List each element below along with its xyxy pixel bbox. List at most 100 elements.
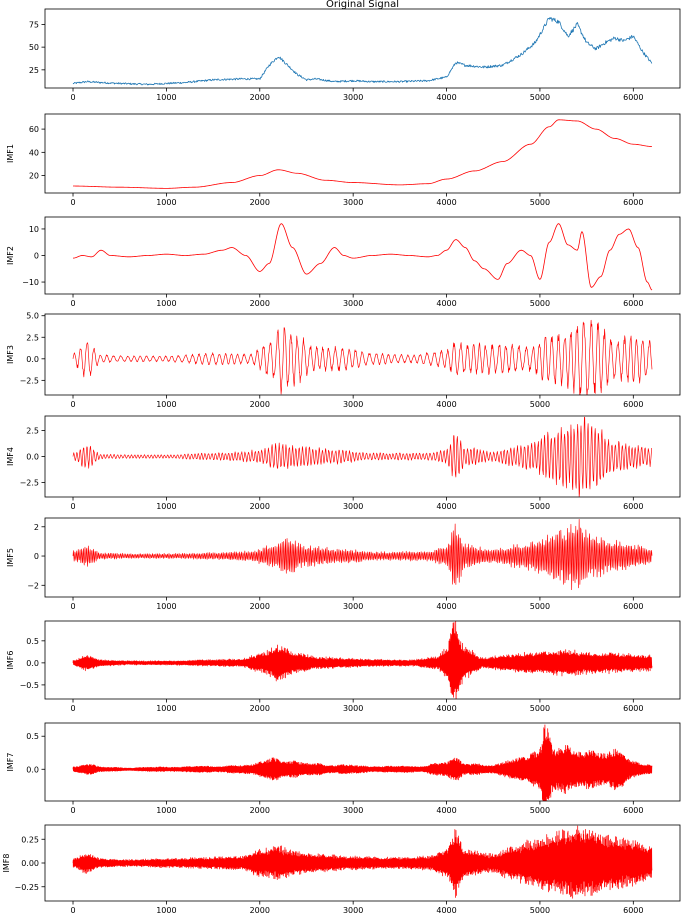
y-tick-label: 0.0 [26,355,39,364]
x-tick-label: 5000 [530,906,550,914]
x-tick-label: 6000 [623,502,643,511]
x-tick-label: 3000 [343,502,363,511]
x-tick-label: 6000 [623,906,643,914]
subplot-7: 0 1000 2000 3000 4000 5000 6000 −0.5 0.0 0.5 IMF6 [6,620,681,713]
x-tick-label: 0 [70,602,75,611]
subplot-9: 0 1000 2000 3000 4000 5000 6000 −0.25 0.00 0.25 IM… [2,824,681,914]
axes-frame [44,620,681,700]
plot-area [72,519,653,591]
x-tick-label: 5000 [530,502,550,511]
series-line [72,825,653,899]
plot-area [72,223,653,291]
y-axis-label: IMF2 [6,246,15,265]
x-tick-label: 6000 [623,198,643,207]
y-axis-label: IMF3 [6,345,15,364]
series-line [72,416,653,497]
y-tick-label: 40 [29,148,39,157]
x-tick-label: 2000 [250,602,270,611]
x-tick-label: 5000 [530,602,550,611]
x-tick-label: 0 [70,906,75,914]
y-tick-label: 0.25 [21,835,39,844]
x-tick-label: 6000 [623,400,643,409]
y-axis-label: IMF6 [6,651,15,670]
x-tick-label: 3000 [343,906,363,914]
x-tick-label: 4000 [436,704,456,713]
x-tick-label: 4000 [436,400,456,409]
y-tick-label: −2.5 [20,376,39,385]
x-tick-label: 1000 [156,602,176,611]
y-tick-label: 2.5 [26,333,39,342]
x-tick-label: 4000 [436,502,456,511]
x-tick-label: 5000 [530,299,550,308]
x-tick-label: 1000 [156,400,176,409]
x-tick-label: 2000 [250,806,270,815]
x-tick-label: 0 [70,400,75,409]
y-tick-label: 50 [29,43,39,52]
y-axis-label: IMF5 [6,548,15,567]
axes-frame [44,722,681,802]
series-line [72,621,653,699]
x-tick-label: 2000 [250,93,270,102]
x-tick-label: 4000 [436,198,456,207]
x-tick-label: 5000 [530,198,550,207]
series-line [72,519,653,591]
plot-area [72,319,653,395]
x-tick-label: 0 [70,806,75,815]
x-tick-label: 4000 [436,906,456,914]
x-tick-label: 1000 [156,704,176,713]
x-tick-label: 5000 [530,806,550,815]
y-axis-label: IMF1 [6,144,15,163]
x-tick-label: 4000 [436,806,456,815]
y-tick-label: −0.25 [14,883,39,892]
plot-area [72,621,653,699]
x-tick-label: 5000 [530,400,550,409]
x-tick-label: 1000 [156,806,176,815]
x-tick-label: 5000 [530,704,550,713]
x-tick-label: 0 [70,93,75,102]
axes-frame [44,113,681,194]
y-tick-label: −10 [22,278,39,287]
y-tick-label: 0 [34,552,39,561]
y-tick-label: 25 [29,66,39,75]
subplot-6: 0 1000 2000 3000 4000 5000 6000 −2 0 2 IMF5 [6,517,681,611]
x-tick-label: 6000 [623,704,643,713]
y-axis-label: IMF7 [6,753,15,772]
plot-area [72,825,653,899]
x-tick-label: 2000 [250,299,270,308]
y-tick-label: 10 [29,225,39,234]
y-tick-label: 75 [29,20,39,29]
y-axis-label: IMF4 [6,447,15,466]
x-tick-label: 3000 [343,93,363,102]
x-tick-label: 2000 [250,704,270,713]
x-tick-label: 3000 [343,602,363,611]
x-tick-label: 3000 [343,299,363,308]
x-tick-label: 1000 [156,299,176,308]
x-tick-label: 1000 [156,93,176,102]
y-tick-label: 0.0 [26,453,39,462]
series-line [72,319,653,395]
x-tick-label: 4000 [436,93,456,102]
x-tick-label: 6000 [623,93,643,102]
y-tick-label: 5.0 [26,312,39,321]
x-tick-label: 2000 [250,906,270,914]
y-tick-label: −2 [27,581,39,590]
axes-frame [44,216,681,295]
axes-frame [44,8,681,89]
series-line [72,17,653,86]
x-tick-label: 3000 [343,806,363,815]
plot-area [73,119,652,189]
plot-area [72,724,653,801]
axes-frame [44,517,681,598]
x-tick-label: 1000 [156,906,176,914]
x-tick-label: 4000 [436,299,456,308]
plot-area [72,416,653,497]
subplot-2: 0 1000 2000 3000 4000 5000 6000 20 40 60 IMF1 [6,113,681,207]
subplot-1: 0 1000 2000 3000 4000 5000 6000 25 50 75 Original … [29,0,681,102]
x-tick-label: 2000 [250,198,270,207]
x-tick-label: 1000 [156,502,176,511]
axes-frame [44,313,681,396]
y-tick-label: 2 [34,523,39,532]
x-tick-label: 6000 [623,602,643,611]
x-tick-label: 2000 [250,502,270,511]
